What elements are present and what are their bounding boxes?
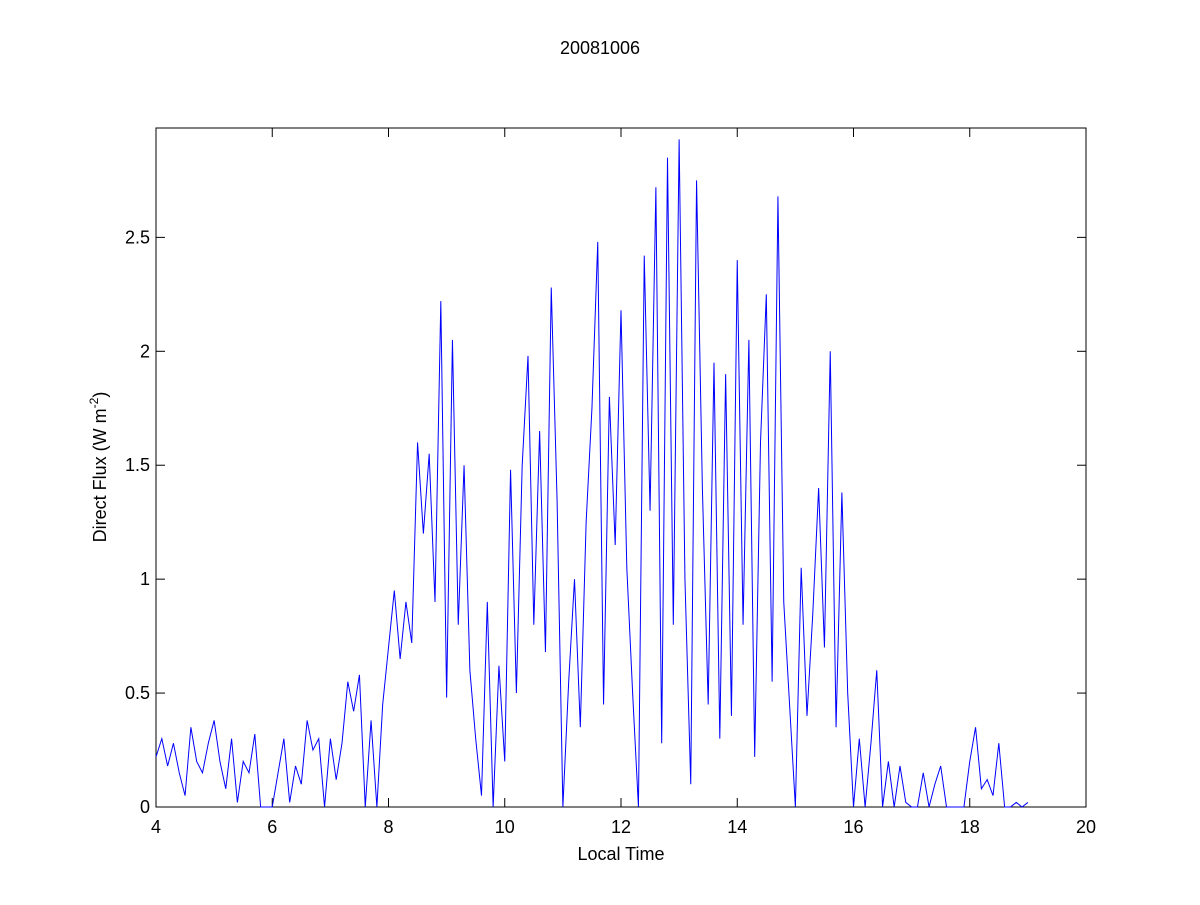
y-label-suffix: ) — [90, 392, 110, 398]
x-axis-label: Local Time — [577, 844, 664, 864]
x-tick-label: 20 — [1076, 817, 1096, 837]
plot-area — [155, 127, 1087, 808]
y-tick-label: 2.5 — [125, 227, 150, 247]
y-tick-label: 0 — [140, 797, 150, 817]
y-label-sup: -2 — [87, 397, 101, 408]
y-axis-label: Direct Flux (W m-2) — [87, 392, 110, 543]
y-label-text: Direct Flux (W m — [90, 408, 110, 542]
y-tick-label: 1.5 — [125, 455, 150, 475]
y-tick-label: 1 — [140, 569, 150, 589]
x-tick-label: 12 — [611, 817, 631, 837]
x-tick-label: 4 — [151, 817, 161, 837]
x-tick-label: 18 — [960, 817, 980, 837]
data-line — [155, 139, 1029, 808]
x-tick-label: 14 — [727, 817, 747, 837]
x-tick-label: 10 — [495, 817, 515, 837]
x-tick-label: 6 — [267, 817, 277, 837]
x-tick-label: 16 — [843, 817, 863, 837]
x-tick-label: 8 — [383, 817, 393, 837]
chart-title: 20081006 — [560, 38, 640, 58]
y-tick-label: 2 — [140, 341, 150, 361]
y-tick-label: 0.5 — [125, 683, 150, 703]
